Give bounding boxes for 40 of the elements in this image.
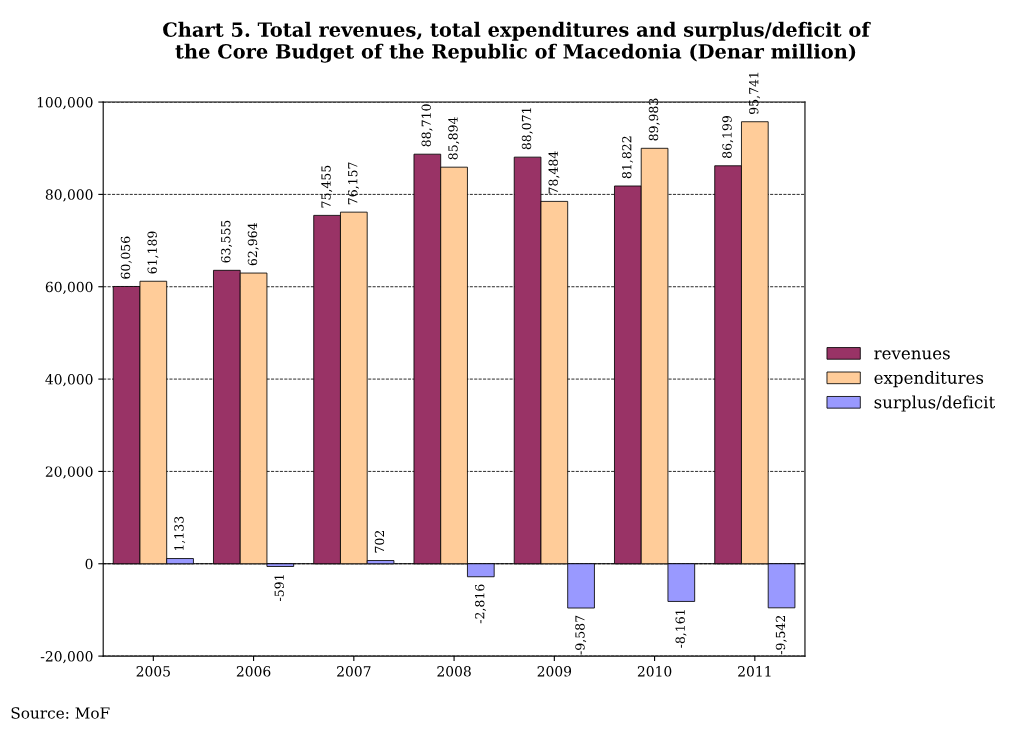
data-label: -9,587	[575, 615, 587, 655]
data-label: 88,071	[521, 108, 533, 150]
y-tick-label: 100,000	[37, 97, 93, 110]
data-label: 88,710	[421, 104, 433, 147]
data-label: 81,822	[622, 136, 633, 179]
x-tick-label: 2008	[437, 666, 471, 677]
data-label: 1,133	[174, 516, 186, 551]
chart-title: Chart 5. Total revenues, total expenditures and surplus/deficit of the Core Budget of the Republic of Macedonia (Denar million)	[163, 21, 871, 63]
source-note: Source: MoF	[11, 707, 110, 719]
data-label: 76,157	[348, 162, 359, 205]
x-tick-label: 2005	[136, 666, 170, 677]
data-label: 702	[374, 530, 385, 553]
legend-label: revenues	[874, 350, 950, 360]
y-tick-label: 80,000	[45, 189, 93, 202]
legend-label: surplus/deficit	[874, 395, 996, 412]
data-label: -2,816	[474, 584, 486, 624]
data-label: 85,894	[448, 117, 460, 160]
x-tick-label: 2009	[537, 666, 572, 677]
legend-label: expenditures	[874, 371, 984, 388]
data-label: 75,455	[321, 165, 333, 208]
data-label: 62,964	[247, 223, 259, 266]
y-tick-label: 20,000	[45, 466, 93, 479]
data-label: -591	[274, 575, 284, 601]
y-tick-label: 40,000	[45, 374, 93, 387]
data-label: 63,555	[221, 220, 232, 263]
x-tick-label: 2006	[236, 666, 271, 677]
data-label: -8,161	[675, 610, 687, 648]
data-label: 95,741	[749, 72, 760, 115]
y-tick-label: 60,000	[45, 281, 93, 294]
x-tick-label: 2011	[738, 666, 771, 677]
data-label: 60,056	[120, 236, 132, 279]
data-label: 86,199	[722, 115, 734, 159]
x-tick-label: 2007	[337, 666, 371, 677]
data-label: 89,983	[648, 98, 660, 141]
y-tick-label: -20,000	[40, 651, 93, 664]
data-label: 61,189	[147, 231, 159, 274]
x-tick-label: 2010	[637, 666, 672, 677]
data-label: 78,484	[548, 151, 560, 194]
y-tick-label: 0	[85, 558, 93, 570]
data-label: -9,542	[775, 615, 787, 655]
